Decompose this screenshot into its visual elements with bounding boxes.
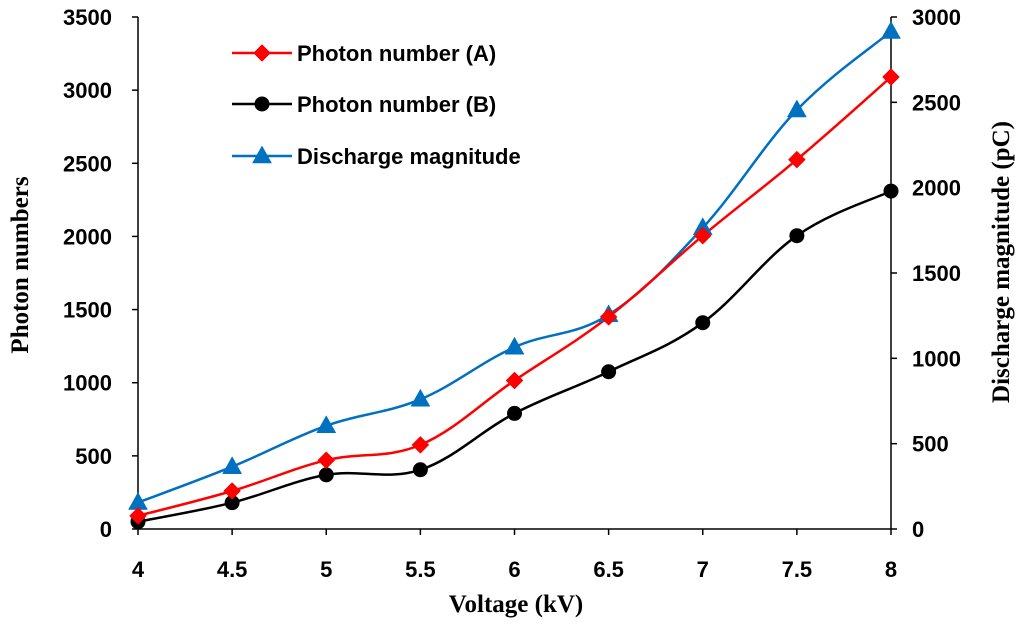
y-tick-label-left: 3500: [63, 5, 112, 30]
y-tick-label-right: 2500: [912, 90, 961, 115]
legend-label: Discharge magnitude: [297, 144, 521, 169]
y-axis-title-left: Photon numbers: [7, 176, 34, 353]
x-tick-label: 4: [132, 557, 145, 582]
series-diamond: [137, 76, 892, 518]
y-tick-label-left: 2500: [63, 151, 112, 176]
y-tick-label-right: 3000: [912, 5, 961, 30]
x-tick-label: 6: [508, 557, 520, 582]
series-layer: [128, 20, 901, 530]
data-point: [786, 99, 807, 118]
x-tick-label: 7.5: [782, 557, 813, 582]
plot-area: [138, 17, 891, 529]
x-axis-title: Voltage (kV): [449, 591, 584, 618]
legend-marker: [254, 96, 270, 112]
series-markers-diamond: [129, 68, 900, 525]
legend: Photon number (A) Photon number (B) Discha…: [232, 41, 521, 169]
series-triangle: [137, 30, 892, 504]
x-tick-label: 5: [320, 557, 332, 582]
legend-item: Photon number (B): [232, 92, 496, 117]
y-tick-label-right: 1500: [912, 261, 961, 286]
data-point: [411, 436, 430, 454]
data-point: [222, 456, 243, 474]
x-tick-label: 7: [697, 557, 709, 582]
data-point: [601, 364, 617, 380]
data-point: [224, 495, 240, 511]
legend-marker: [252, 145, 272, 164]
y-tick-label-right: 0: [912, 517, 924, 542]
data-point: [881, 20, 901, 39]
data-point: [412, 462, 428, 478]
legend-item: Photon number (A): [232, 41, 496, 66]
legend-item: Discharge magnitude: [232, 144, 521, 169]
plot-background: [138, 17, 891, 529]
x-tick-label: 6.5: [593, 557, 624, 582]
data-point: [504, 336, 525, 355]
y-tick-label-left: 0: [100, 517, 112, 542]
data-point: [410, 388, 431, 407]
series-circle: [137, 189, 892, 523]
series-line: [137, 30, 892, 504]
y-tick-label-left: 1500: [63, 298, 112, 323]
x-tick-label: 5.5: [405, 557, 436, 582]
x-tick-label: 4.5: [217, 557, 248, 582]
legend-marker: [253, 44, 271, 62]
y-tick-label-left: 500: [75, 444, 112, 469]
x-tick-label: 8: [885, 557, 897, 582]
data-point: [695, 315, 711, 331]
series-line: [137, 76, 892, 518]
y-tick-label-right: 1000: [912, 346, 961, 371]
y-tick-label-left: 3000: [63, 78, 112, 103]
y-tick-label-left: 1000: [63, 371, 112, 396]
y-tick-label-right: 500: [912, 432, 949, 457]
axes: 4 4.5 5 5.5 6 6.5 7 7.5 805001000150020002500300…: [63, 5, 961, 582]
data-point: [883, 183, 899, 199]
data-point: [788, 150, 806, 169]
legend-label: Photon number (B): [297, 92, 496, 117]
data-point: [505, 371, 524, 390]
data-point: [507, 405, 522, 421]
data-point: [789, 228, 805, 244]
y-axis-title-right: Discharge magnitude (pC): [988, 121, 1015, 403]
data-point: [318, 467, 334, 483]
data-point: [693, 226, 712, 245]
y-tick-label-left: 2000: [63, 224, 112, 249]
series-line: [137, 189, 892, 523]
data-point: [599, 308, 618, 326]
data-point: [223, 482, 241, 500]
data-point: [882, 68, 900, 86]
data-point: [129, 506, 147, 525]
y-tick-label-right: 2000: [912, 176, 961, 201]
data-point: [317, 451, 336, 470]
data-point: [316, 415, 337, 433]
legend-label: Photon number (A): [297, 41, 496, 66]
